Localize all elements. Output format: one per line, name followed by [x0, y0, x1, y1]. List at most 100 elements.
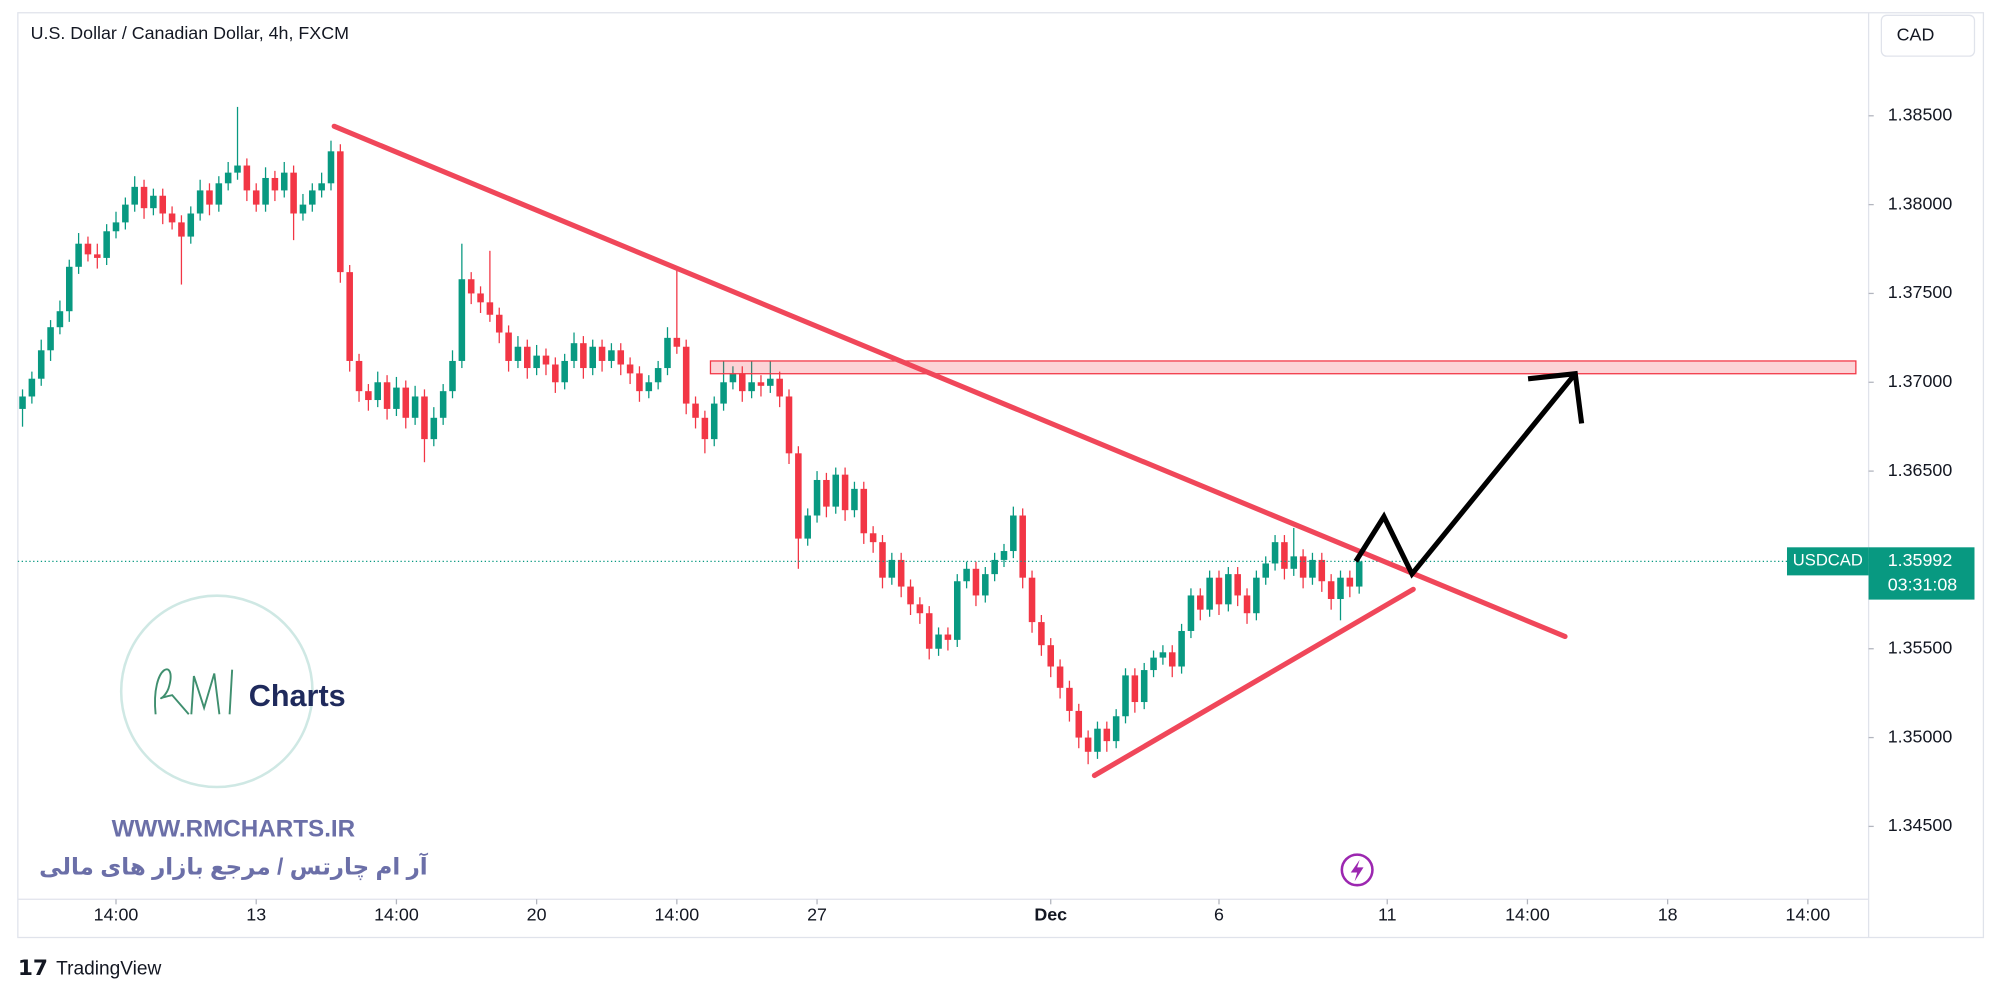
x-tick-label: 14:00 [1505, 905, 1550, 925]
x-tick-label: 14:00 [655, 905, 700, 925]
event-icon-bolt [1350, 859, 1364, 882]
candle-body [112, 222, 120, 232]
candle-body [280, 172, 288, 191]
x-tick-label: 6 [1214, 905, 1224, 925]
candle-body [1206, 577, 1213, 610]
candle-body [458, 279, 466, 361]
candle-body [1131, 675, 1139, 703]
candle-body [439, 391, 447, 418]
candle-body [916, 604, 924, 614]
candle-body [168, 213, 176, 223]
candle-body [346, 272, 353, 361]
candle-body [1038, 622, 1045, 646]
candle-body [94, 254, 101, 258]
candle-body [318, 183, 325, 191]
candle-body [907, 586, 914, 605]
candle-body [477, 293, 484, 303]
candle-body [701, 417, 709, 440]
chart-frame [17, 12, 1985, 939]
x-tick-label: 27 [807, 905, 827, 925]
candle-body [739, 373, 746, 392]
candle-body [383, 382, 391, 409]
candle-body [486, 302, 494, 315]
candle-body [1159, 652, 1167, 658]
candle-body [673, 337, 681, 347]
candle-body [365, 391, 372, 401]
y-tick-label: 1.38000 [1888, 193, 1953, 213]
candle-body [1000, 551, 1008, 560]
candle-body [720, 382, 727, 404]
candle-body [178, 222, 185, 237]
candle-body [75, 243, 82, 267]
candle-body [710, 403, 718, 440]
candle-body [28, 378, 36, 397]
candle-body [309, 190, 316, 205]
candle-body [1234, 574, 1241, 596]
candle-body [290, 172, 297, 214]
x-tick-label: 14:00 [94, 905, 139, 925]
candle-body [327, 151, 335, 184]
candle-body [1281, 542, 1288, 569]
trendline [1091, 586, 1416, 779]
candle-body [1094, 728, 1101, 752]
projection-arrowhead [1527, 370, 1585, 424]
candle-body [1047, 645, 1055, 667]
candle-body [56, 311, 64, 328]
y-tick-label: 1.35500 [1888, 637, 1953, 657]
candle-body [570, 343, 578, 361]
candle-body [243, 165, 251, 191]
candle-body [972, 568, 980, 596]
candle-body [1103, 728, 1111, 742]
candle-body [84, 243, 92, 255]
candle-body [1318, 559, 1326, 582]
candle-body [748, 382, 755, 392]
candle-body [187, 213, 195, 237]
candle-body [196, 190, 204, 214]
candle-body [467, 279, 475, 294]
chart-title: U.S. Dollar / Canadian Dollar, 4h, FXCM [31, 23, 349, 43]
candle-body [561, 360, 568, 383]
candle-body [879, 542, 886, 578]
candle-body [224, 172, 232, 184]
candle-body [1355, 561, 1363, 587]
x-tick-label: 20 [527, 905, 547, 925]
candle-body [206, 190, 213, 205]
candle-body [1262, 563, 1269, 578]
candle-body [131, 186, 138, 205]
candle-body [262, 177, 269, 205]
candle-body [645, 382, 653, 392]
candle-body [299, 204, 307, 214]
candle-body [757, 382, 765, 386]
candle-body [1168, 652, 1176, 667]
candle-body [1187, 595, 1195, 631]
candle-body [1066, 687, 1073, 711]
candle-body [1150, 657, 1157, 671]
x-tick-label: Dec [1034, 905, 1067, 925]
y-tick-label: 1.37500 [1888, 282, 1953, 302]
candle-body [1112, 716, 1120, 742]
candle-body [767, 378, 774, 386]
candle-body [393, 387, 400, 409]
candle-body [1225, 574, 1232, 605]
candle-body [1309, 559, 1316, 578]
y-tick-label: 1.38500 [1888, 105, 1953, 125]
candle-body [150, 195, 157, 209]
candle-body [991, 559, 998, 575]
candle-body [832, 474, 840, 507]
candle-body [860, 488, 868, 534]
candle-body [608, 350, 615, 361]
resistance-zone [709, 360, 1857, 375]
currency-button[interactable] [1880, 14, 1976, 57]
candle-body [411, 396, 419, 418]
candle-body [1178, 630, 1185, 667]
candle-body [869, 533, 877, 543]
candle-body [1243, 595, 1251, 614]
candle-body [598, 346, 606, 361]
candle-body [103, 231, 110, 258]
candle-body [953, 581, 961, 640]
x-tick-label: 18 [1658, 905, 1678, 925]
tv-logo: 𝟭𝟳 [18, 955, 48, 980]
candle-body [1253, 577, 1260, 614]
candle-body [159, 195, 167, 214]
candle-body [1337, 577, 1344, 600]
